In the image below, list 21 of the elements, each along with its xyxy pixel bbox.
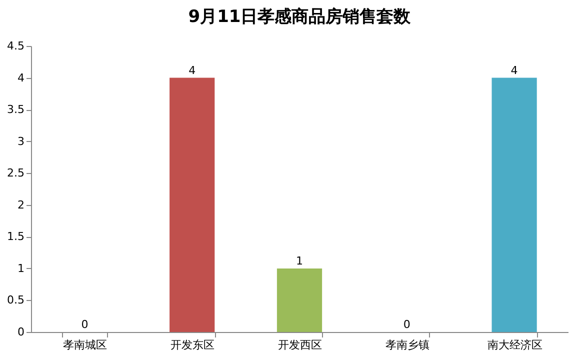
data-label: 0 <box>403 318 410 331</box>
data-label: 1 <box>296 254 303 268</box>
y-tick-label: 0.5 <box>7 294 24 307</box>
x-tick-label: 开发东区 <box>170 338 215 352</box>
y-tick-label: 2.5 <box>7 166 24 180</box>
y-tick-label: 4 <box>18 71 24 84</box>
y-tick-label: 3 <box>18 134 24 148</box>
y-tick-label: 4.5 <box>7 40 24 52</box>
y-tick-label: 0 <box>18 326 24 338</box>
data-label: 4 <box>188 64 196 77</box>
y-tick-label: 1 <box>18 262 24 275</box>
x-tick-label: 南大经济区 <box>487 338 542 352</box>
y-tick-label: 2 <box>18 198 24 212</box>
y-tick-label: 3.5 <box>7 103 24 116</box>
chart-title: 9月11日孝感商品房销售套数 <box>188 7 412 27</box>
x-tick-label: 孝南城区 <box>63 338 108 352</box>
data-label: 4 <box>510 64 518 77</box>
data-label: 0 <box>81 318 88 331</box>
x-tick-label: 开发西区 <box>278 338 322 352</box>
y-tick-label: 1.5 <box>7 230 24 244</box>
x-tick-label: 孝南乡镇 <box>385 338 430 352</box>
